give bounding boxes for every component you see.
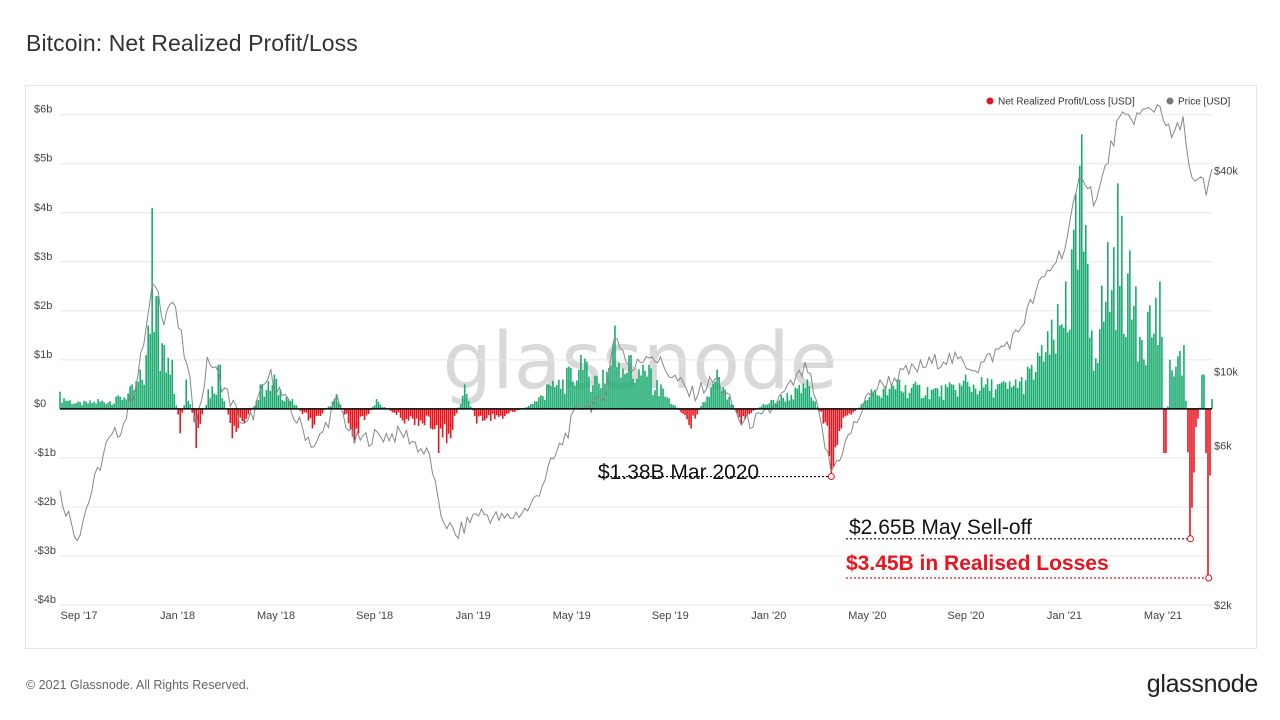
y-left-tick-label: $0 (34, 398, 46, 410)
x-tick-label: Jan '21 (1047, 610, 1082, 622)
y-right-tick-label: $2k (1214, 600, 1232, 612)
y-left-tick-label: $6b (34, 104, 52, 116)
x-tick-label: Sep '19 (652, 610, 689, 622)
x-tick-label: Jan '20 (751, 610, 786, 622)
bar-series (59, 134, 1213, 579)
chart-panel (25, 85, 1257, 649)
x-tick-label: May '21 (1144, 610, 1182, 622)
y-right-tick-label: $10k (1214, 367, 1238, 379)
y-left-tick-label: $4b (34, 202, 52, 214)
annotation-marker (1205, 574, 1213, 582)
y-left-tick-label: $5b (34, 153, 52, 165)
brand-logo: glassnode (1146, 670, 1259, 698)
y-left-tick-label: $2b (34, 300, 52, 312)
y-left-tick-label: $3b (34, 251, 52, 263)
x-tick-label: Sep '18 (356, 610, 393, 622)
y-right-tick-label: $6k (1214, 441, 1232, 453)
legend-label: Net Realized Profit/Loss [USD] (998, 97, 1135, 108)
grid-lines (60, 114, 1212, 606)
x-tick-label: Jan '19 (456, 610, 491, 622)
x-tick-label: May '19 (553, 610, 591, 622)
x-tick-label: Sep '17 (61, 610, 98, 622)
y-left-tick-label: -$1b (34, 447, 56, 459)
x-tick-label: May '20 (848, 610, 886, 622)
chart-title: Bitcoin: Net Realized Profit/Loss (26, 30, 358, 56)
annotations: $1.38B Mar 2020 $2.65B May Sell-off $3.45B… (598, 461, 1213, 582)
annotation-marker (827, 473, 835, 481)
y-left-tick-label: -$4b (34, 594, 56, 606)
x-tick-label: May '18 (257, 610, 295, 622)
copyright-text: © 2021 Glassnode. All Rights Reserved. (26, 678, 250, 692)
legend-label: Price [USD] (1178, 97, 1230, 108)
y-right-tick-label: $40k (1214, 165, 1238, 177)
legend: Net Realized Profit/Loss [USD] Price [USD… (986, 97, 1230, 108)
y-left-tick-label: -$3b (34, 545, 56, 557)
x-tick-label: Jan '18 (160, 610, 195, 622)
annotation-marker (1186, 535, 1194, 543)
price-line (59, 104, 1213, 542)
annotation-label: $2.65B May Sell-off (849, 516, 1032, 539)
x-tick-label: Sep '20 (947, 610, 984, 622)
y-left-tick-label: $1b (34, 349, 52, 361)
axes: $6b $5b $4b $3b $2b $1b $0 -$1b -$2b -$3b -$4b $40k… (34, 104, 1238, 622)
price-series (59, 104, 1213, 542)
legend-marker (1166, 97, 1174, 105)
y-left-tick-label: -$2b (34, 496, 56, 508)
annotation-label: $3.45B in Realised Losses (846, 552, 1109, 575)
legend-marker (986, 97, 994, 105)
annotation-label: $1.38B Mar 2020 (598, 461, 759, 484)
